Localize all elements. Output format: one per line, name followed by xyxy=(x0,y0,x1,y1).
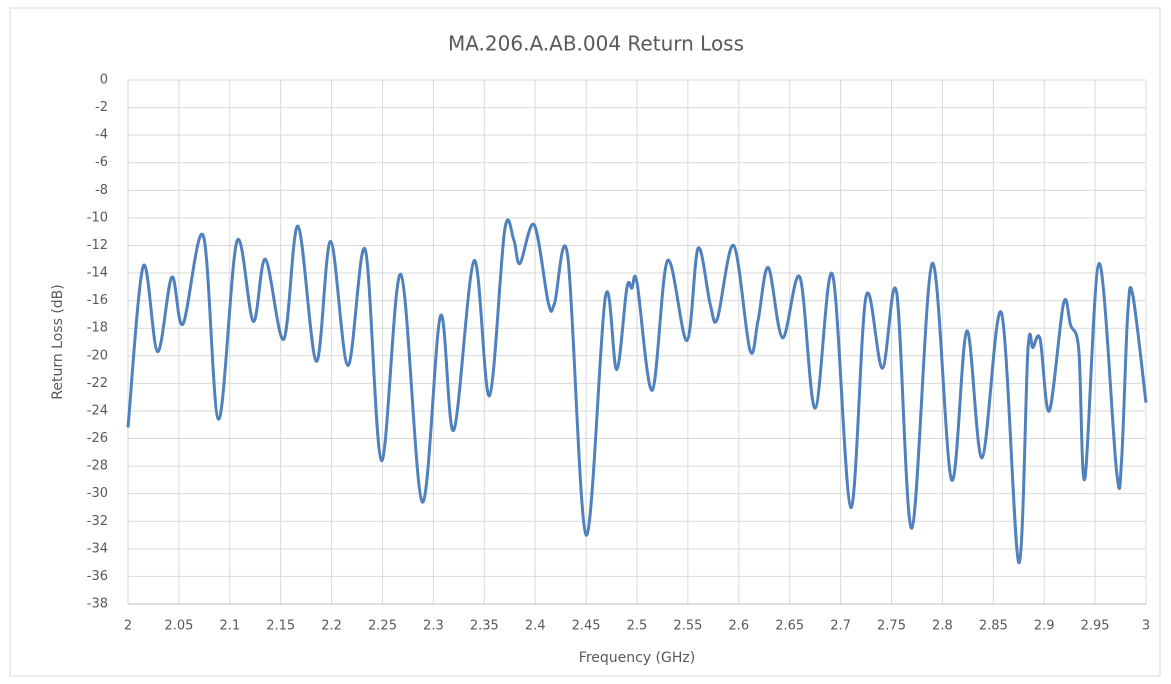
y-tick-label: -4 xyxy=(95,128,108,143)
x-tick-label: 2.5 xyxy=(627,619,648,634)
y-tick-label: -22 xyxy=(87,376,108,391)
y-tick-label: -32 xyxy=(87,514,108,529)
x-tick-label: 2.2 xyxy=(321,619,342,634)
y-tick-label: -14 xyxy=(87,266,108,281)
x-tick-label: 2.65 xyxy=(775,619,804,634)
x-tick-label: 2.15 xyxy=(266,619,295,634)
y-tick-label: -36 xyxy=(87,569,108,584)
x-tick-label: 2.6 xyxy=(728,619,749,634)
x-tick-label: 2.45 xyxy=(572,619,601,634)
y-tick-label: -2 xyxy=(95,100,108,115)
y-tick-label: -34 xyxy=(87,541,108,556)
x-tick-label: 2.85 xyxy=(979,619,1008,634)
y-tick-label: -10 xyxy=(87,210,108,225)
x-tick-label: 2.25 xyxy=(368,619,397,634)
y-axis-label: Return Loss (dB) xyxy=(50,284,66,399)
y-tick-label: -8 xyxy=(95,183,108,198)
y-tick-label: -24 xyxy=(87,403,108,418)
y-tick-label: -20 xyxy=(87,348,108,363)
x-tick-label: 2.9 xyxy=(1034,619,1055,634)
x-tick-label: 2.8 xyxy=(932,619,953,634)
y-tick-label: -26 xyxy=(87,431,108,446)
y-tick-label: -38 xyxy=(87,597,108,612)
y-tick-label: -30 xyxy=(87,486,108,501)
x-tick-label: 2.05 xyxy=(164,619,193,634)
y-tick-label: 0 xyxy=(100,73,108,88)
y-tick-label: -6 xyxy=(95,155,108,170)
x-tick-label: 2.35 xyxy=(470,619,499,634)
x-tick-label: 2.1 xyxy=(219,619,240,634)
y-tick-label: -28 xyxy=(87,459,108,474)
x-tick-label: 2.55 xyxy=(673,619,702,634)
data-line xyxy=(126,218,1148,565)
x-tick-label: 2.95 xyxy=(1081,619,1110,634)
x-tick-label: 2.7 xyxy=(830,619,851,634)
chart-frame xyxy=(9,7,1161,677)
x-tick-label: 2.75 xyxy=(877,619,906,634)
x-tick-label: 2.4 xyxy=(525,619,546,634)
y-tick-label: -16 xyxy=(87,293,108,308)
y-tick-label: -18 xyxy=(87,321,108,336)
chart-title: MA.206.A.AB.004 Return Loss xyxy=(448,32,744,56)
x-tick-label: 3 xyxy=(1142,619,1150,634)
x-tick-label: 2 xyxy=(124,619,132,634)
x-tick-label: 2.3 xyxy=(423,619,444,634)
x-axis-label: Frequency (GHz) xyxy=(579,650,695,666)
y-tick-label: -12 xyxy=(87,238,108,253)
